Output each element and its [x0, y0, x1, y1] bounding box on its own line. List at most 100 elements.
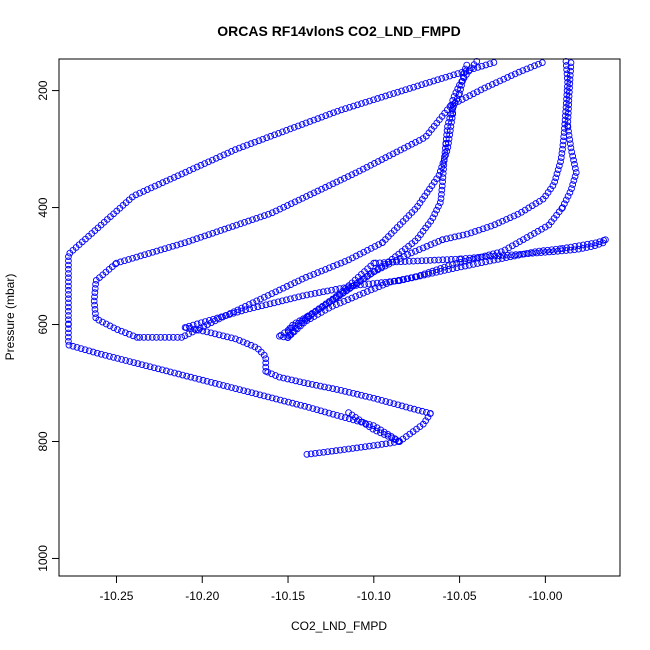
data-point [356, 250, 364, 258]
data-point [396, 255, 404, 262]
y-axis-label: Pressure (mbar) [3, 274, 17, 361]
data-point [567, 59, 575, 67]
data-point [308, 381, 316, 388]
data-point [221, 225, 229, 233]
data-point [219, 313, 226, 321]
data-point [367, 286, 375, 294]
data-point [259, 135, 267, 143]
data-point [237, 220, 244, 228]
data-point [564, 118, 572, 125]
data-point [406, 404, 414, 412]
data-point [276, 373, 283, 381]
data-point [528, 202, 536, 210]
data-point [536, 197, 543, 205]
data-point [232, 335, 239, 343]
data-point [378, 441, 386, 448]
data-point [146, 363, 154, 371]
data-point [283, 283, 291, 290]
data-point [566, 71, 574, 79]
data-point [278, 297, 286, 305]
data-point [283, 296, 290, 304]
data-point [250, 304, 258, 312]
data-point [136, 334, 144, 341]
data-point [477, 86, 485, 94]
data-point [174, 172, 182, 180]
data-point [435, 238, 442, 245]
data-point [453, 264, 461, 272]
data-point [418, 257, 426, 265]
data-point [110, 354, 117, 361]
data-point [201, 232, 209, 240]
data-point [349, 389, 357, 397]
data-point [295, 293, 302, 301]
data-point [497, 248, 505, 256]
data-point [430, 178, 438, 186]
data-point [438, 186, 446, 194]
data-point [238, 307, 245, 315]
data-point [213, 228, 221, 236]
data-point [262, 363, 270, 371]
data-point [298, 275, 306, 283]
data-point [303, 317, 311, 325]
data-point [559, 137, 567, 145]
data-point [516, 238, 524, 246]
data-point [195, 375, 203, 383]
data-point [219, 332, 227, 340]
data-point [337, 259, 345, 267]
data-point [442, 135, 450, 143]
data-point [322, 184, 329, 191]
data-point [362, 98, 369, 106]
data-point [365, 280, 373, 288]
data-point [353, 444, 361, 452]
data-point [527, 64, 534, 71]
data-point [491, 221, 499, 229]
data-point [241, 219, 248, 226]
data-point [296, 378, 304, 386]
data-point [91, 306, 99, 313]
data-point [65, 329, 72, 337]
data-point [457, 259, 464, 266]
data-point [251, 343, 259, 351]
data-point [419, 244, 427, 252]
data-point [512, 240, 520, 248]
data-point [136, 189, 144, 197]
data-point [211, 317, 219, 325]
data-point [470, 261, 477, 268]
data-point [148, 334, 156, 341]
data-point [65, 265, 72, 273]
data-point [356, 278, 364, 285]
data-point [364, 246, 371, 254]
data-point [324, 287, 331, 295]
data-point [306, 272, 314, 280]
data-point [293, 400, 300, 408]
data-point [260, 293, 268, 301]
data-point [337, 176, 344, 184]
data-point [223, 333, 231, 341]
data-point [346, 103, 353, 111]
data-point [137, 252, 144, 260]
data-point [169, 242, 177, 250]
data-point [595, 240, 603, 248]
data-point [387, 278, 394, 286]
data-point [390, 90, 397, 97]
data-point [163, 367, 170, 375]
data-point [344, 173, 352, 180]
data-point [422, 417, 430, 425]
data-point [532, 200, 540, 207]
data-point [437, 195, 445, 202]
data-point [375, 241, 383, 248]
data-point [211, 330, 219, 338]
data-point [348, 411, 356, 419]
data-point [265, 210, 272, 218]
data-point [425, 269, 432, 276]
data-point [549, 182, 557, 189]
data-point [215, 381, 223, 388]
data-point [379, 281, 387, 289]
data-point [568, 148, 576, 156]
data-point [428, 182, 436, 189]
data-point [389, 258, 397, 266]
data-point [121, 329, 129, 337]
data-point [567, 67, 574, 75]
data-point [565, 88, 573, 96]
data-point [102, 320, 110, 328]
